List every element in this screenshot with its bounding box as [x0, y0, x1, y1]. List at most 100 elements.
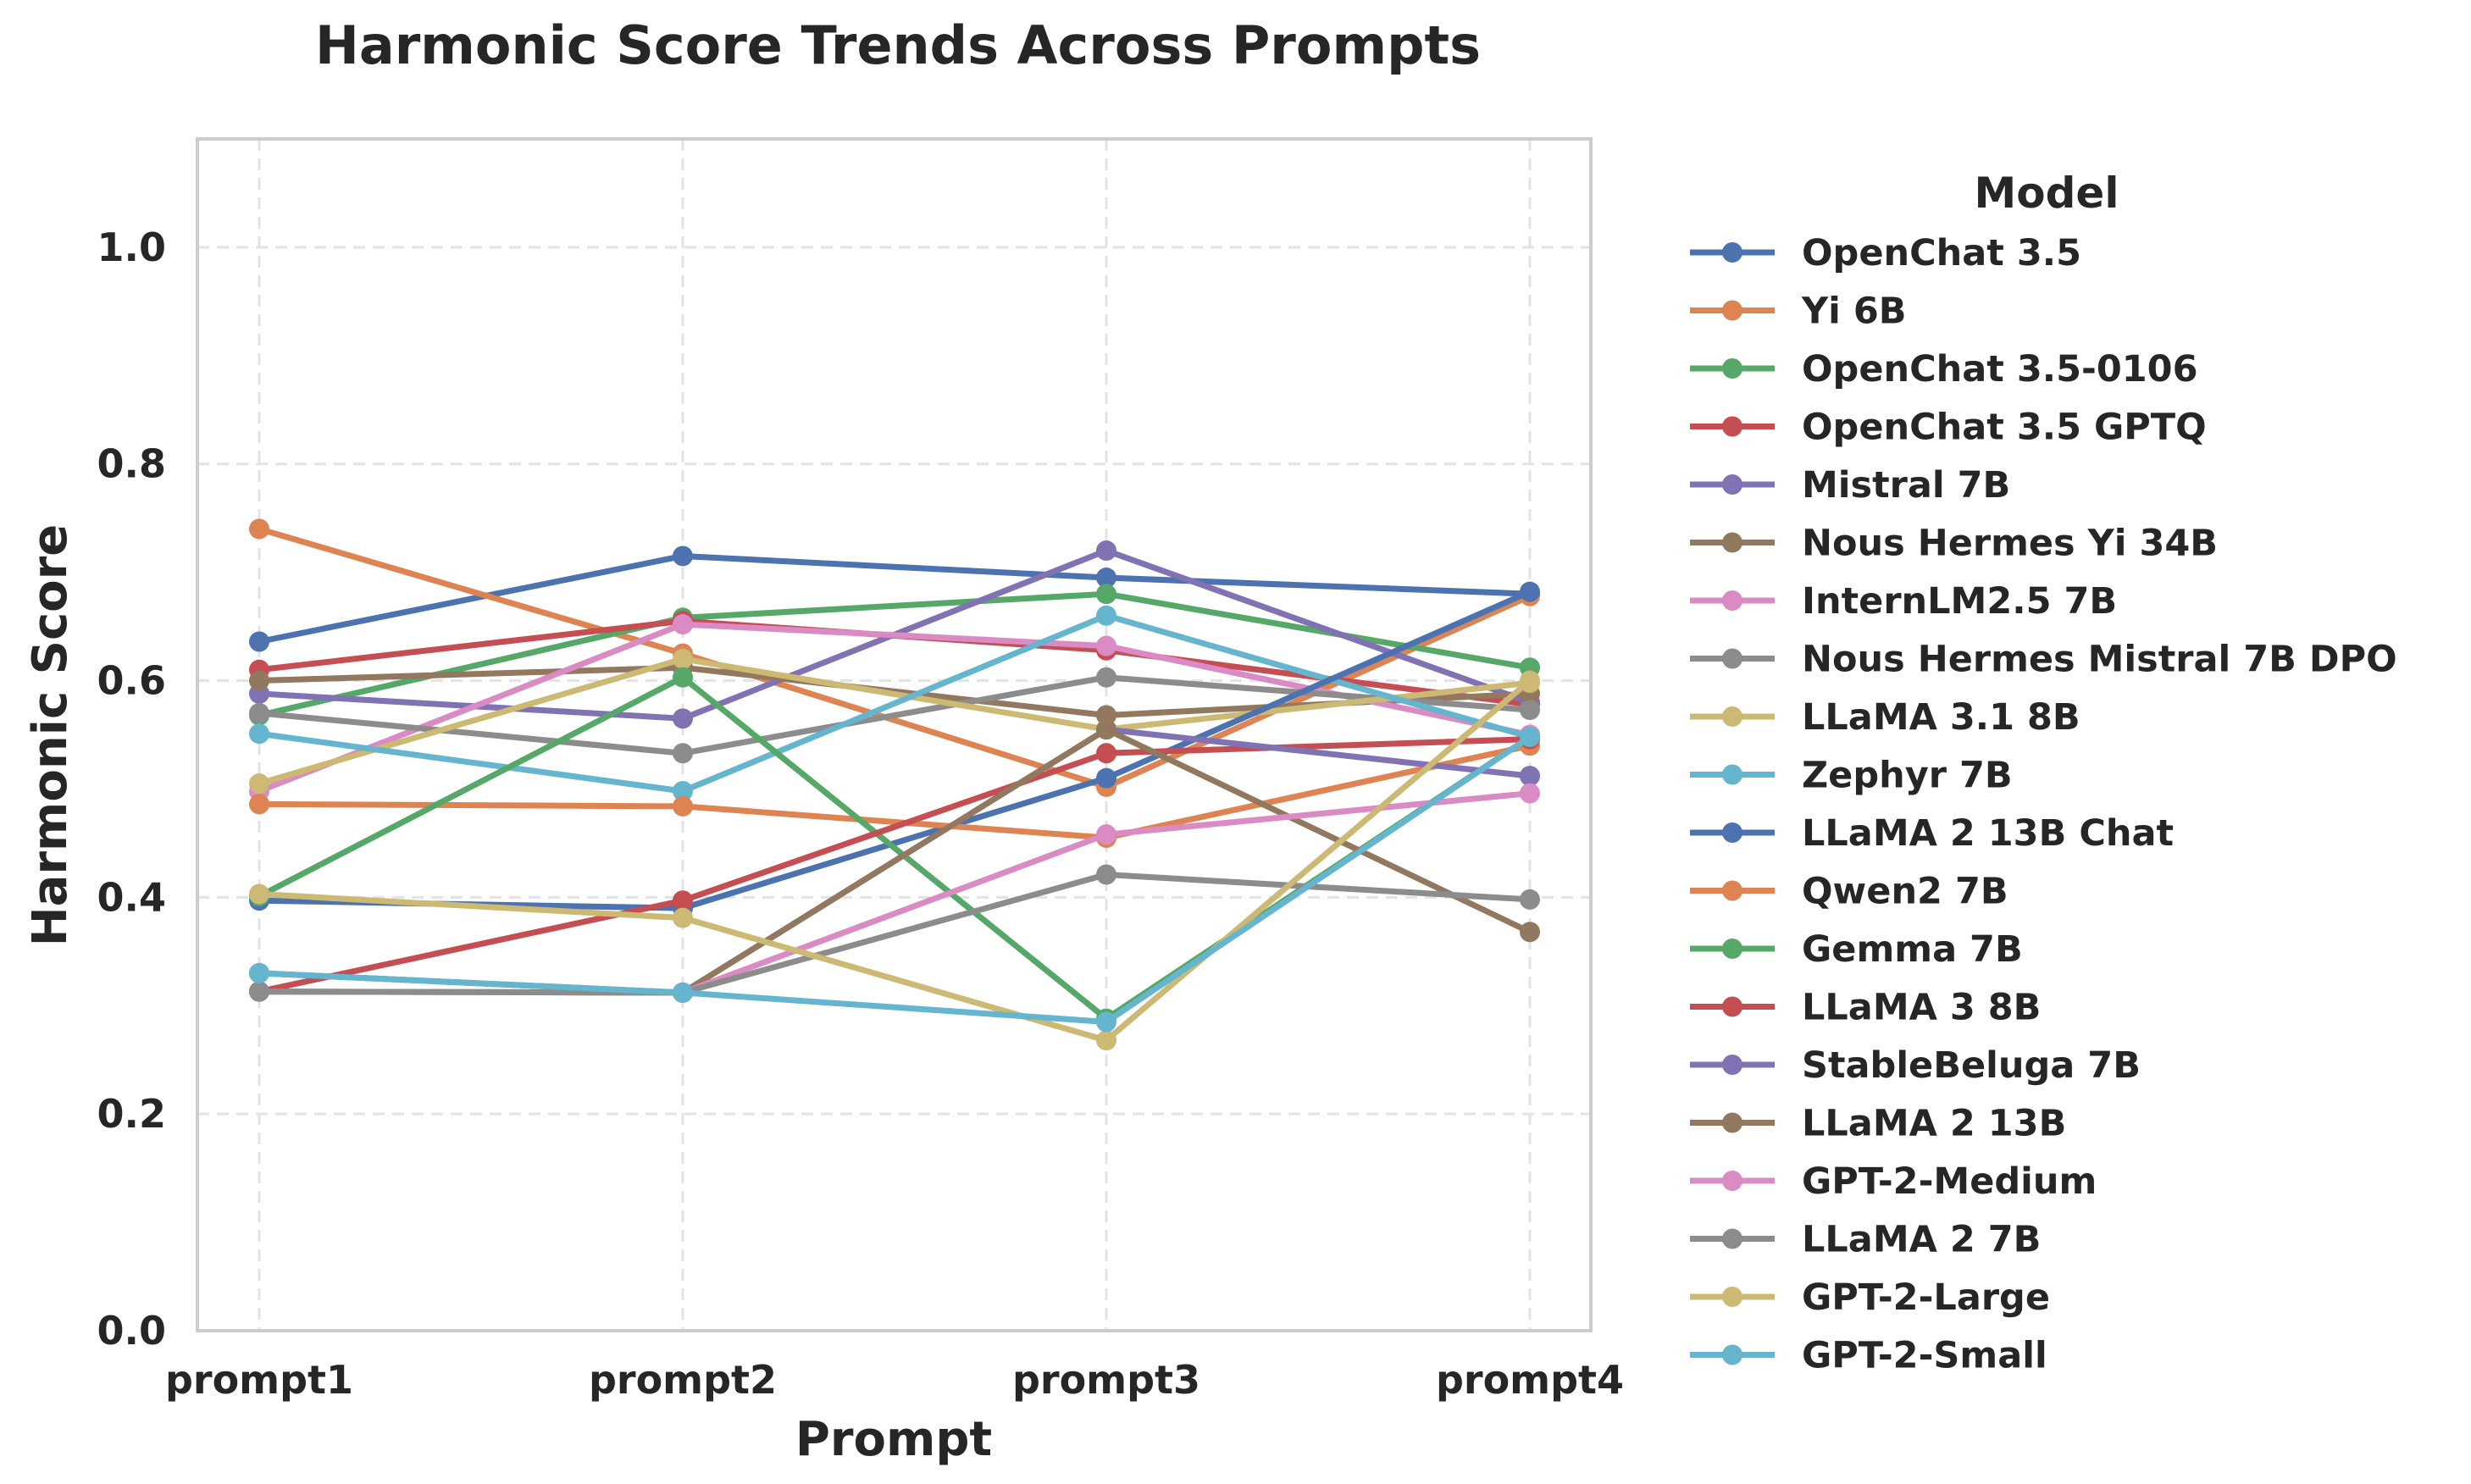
y-axis-ticks: 0.0 0.2 0.4 0.6 0.8 1.0: [97, 224, 167, 1354]
data-point: [1520, 922, 1540, 943]
series-line: [258, 736, 1531, 995]
series-line: [258, 674, 1531, 756]
x-axis-ticks: prompt1 prompt2 prompt3 prompt4: [165, 1357, 1624, 1403]
y-tick-label: 1.0: [97, 224, 167, 270]
plot-area-frame: [196, 137, 1593, 1332]
x-axis-label: Prompt: [795, 1412, 992, 1467]
legend-item: Mistral 7B: [1690, 464, 2010, 507]
legend-swatch-marker: [1722, 242, 1742, 263]
data-point: [249, 794, 269, 815]
data-point: [1096, 1011, 1116, 1033]
legend-label: LLaMA 2 13B: [1802, 1103, 2066, 1145]
data-point: [1520, 670, 1540, 691]
series-line: [258, 678, 1532, 1044]
data-point: [673, 795, 693, 817]
data-point: [1096, 767, 1116, 789]
y-tick-label: 0.0: [97, 1308, 167, 1354]
data-point: [249, 773, 269, 795]
x-tick-label: prompt1: [165, 1357, 353, 1403]
data-point: [673, 890, 693, 911]
data-point: [249, 962, 269, 983]
y-tick-label: 0.2: [97, 1091, 167, 1137]
legend-label: Qwen2 7B: [1802, 871, 2008, 913]
data-point: [1096, 568, 1116, 589]
data-point: [673, 667, 693, 688]
legend-label: LLaMA 2 13B Chat: [1802, 812, 2174, 855]
series-7: [249, 667, 1540, 764]
data-point: [1520, 783, 1540, 804]
legend-label: LLaMA 2 7B: [1802, 1219, 2041, 1261]
legend-label: LLaMA 3.1 8B: [1802, 696, 2080, 739]
x-tick-label: prompt2: [589, 1357, 777, 1403]
legend-label: Nous Hermes Yi 34B: [1802, 523, 2218, 565]
data-point: [1096, 605, 1116, 626]
legend-swatch-marker: [1722, 1171, 1742, 1191]
legend-swatch-marker: [1722, 1055, 1742, 1075]
y-tick-label: 0.6: [97, 658, 167, 704]
y-axis-label: Harmonic Score: [23, 524, 78, 946]
series-line: [258, 552, 1531, 645]
data-point: [1520, 727, 1540, 748]
series-line: [258, 656, 1531, 787]
data-point: [1520, 581, 1540, 602]
legend-item: OpenChat 3.5: [1690, 232, 2081, 274]
legend-swatch-marker: [1722, 706, 1742, 727]
legend-label: Mistral 7B: [1802, 464, 2010, 507]
series-line: [258, 590, 1531, 718]
series-line: [258, 612, 1531, 795]
data-point: [673, 708, 693, 729]
data-point: [1096, 667, 1116, 688]
legend-swatch-marker: [1722, 764, 1742, 785]
legend-swatch-marker: [1722, 1287, 1742, 1307]
legend-item: OpenChat 3.5-0106: [1690, 348, 2198, 390]
series-line: [258, 742, 1531, 841]
x-tick-label: prompt3: [1012, 1357, 1200, 1403]
legend-swatch-marker: [1722, 416, 1742, 437]
series-11: [249, 735, 1540, 849]
legend-label: Gemma 7B: [1802, 928, 2023, 971]
legend-item: GPT-2-Small: [1690, 1335, 2047, 1377]
data-point: [673, 648, 693, 669]
series-line: [258, 872, 1531, 996]
legend-label: OpenChat 3.5: [1802, 232, 2081, 274]
legend-item: Nous Hermes Mistral 7B DPO: [1690, 639, 2397, 681]
legend-item: GPT-2-Medium: [1690, 1160, 2097, 1203]
data-point: [1096, 584, 1116, 605]
data-point: [1096, 635, 1116, 656]
legend-title: Model: [1975, 169, 2119, 218]
legend-swatch-marker: [1722, 532, 1742, 553]
data-point: [1520, 700, 1540, 721]
legend-label: Zephyr 7B: [1802, 755, 2013, 797]
legend-item: InternLM2.5 7B: [1690, 580, 2117, 623]
legend-label: StableBeluga 7B: [1802, 1044, 2141, 1087]
y-tick-label: 0.8: [97, 441, 167, 487]
legend-item: GPT-2-Large: [1690, 1276, 2050, 1319]
legend-label: OpenChat 3.5-0106: [1802, 348, 2198, 390]
data-point: [673, 545, 693, 567]
legend-item: StableBeluga 7B: [1690, 1044, 2141, 1087]
legend-swatch-marker: [1722, 590, 1742, 611]
data-point: [249, 631, 269, 652]
data-point: [249, 723, 269, 745]
legend-swatch-marker: [1722, 822, 1742, 843]
series-lines: [249, 518, 1540, 1051]
legend-item: LLaMA 2 13B: [1690, 1103, 2066, 1145]
legend-label: GPT-2-Small: [1802, 1335, 2047, 1377]
legend-label: InternLM2.5 7B: [1802, 580, 2117, 623]
series-6: [249, 614, 1540, 802]
legend-items: OpenChat 3.5 Yi 6B OpenChat 3.5-0106 OpenCh…: [1690, 232, 2397, 1377]
legend-item: LLaMA 3.1 8B: [1690, 696, 2080, 739]
legend-swatch-marker: [1722, 358, 1742, 379]
data-point: [1096, 864, 1116, 885]
legend-label: LLaMA 3 8B: [1802, 987, 2041, 1029]
data-point: [673, 614, 693, 635]
data-point: [249, 702, 269, 723]
data-point: [1096, 743, 1116, 764]
data-point: [1096, 705, 1116, 726]
legend-swatch-marker: [1722, 1112, 1742, 1133]
legend-swatch-marker: [1722, 1228, 1742, 1249]
chart-title: Harmonic Score Trends Across Prompts: [315, 14, 1481, 76]
legend-item: Zephyr 7B: [1690, 755, 2013, 797]
data-point: [1096, 719, 1116, 740]
